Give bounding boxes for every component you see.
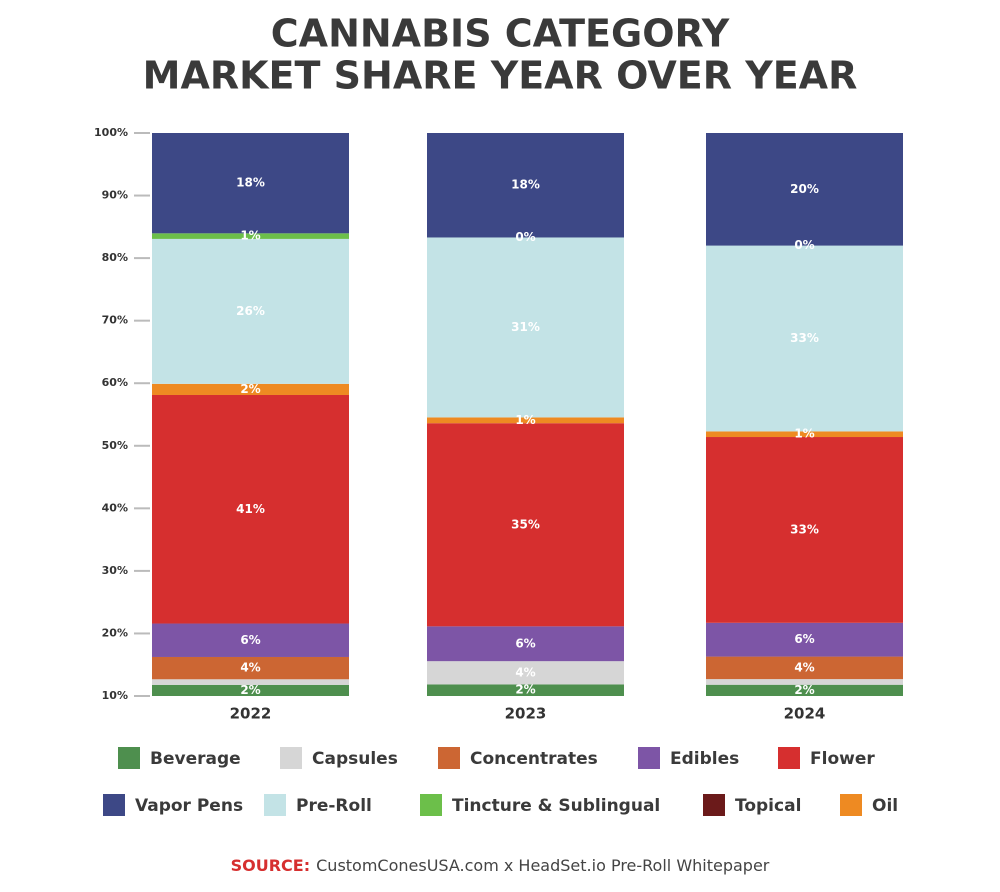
- bar-segment: [427, 133, 624, 238]
- value-label: 1%: [515, 413, 535, 427]
- y-tick-label: 70%: [102, 314, 128, 327]
- bar-segment: [427, 237, 624, 418]
- bar-segment: [427, 423, 624, 627]
- legend-swatch: [264, 794, 286, 816]
- legend-label: Edibles: [670, 749, 739, 769]
- legend-swatch: [420, 794, 442, 816]
- y-tick-label: 20%: [102, 626, 128, 639]
- chart-title: MARKET SHARE YEAR OVER YEAR: [143, 54, 858, 98]
- bar-segment: [152, 394, 349, 624]
- value-label: 1%: [794, 427, 814, 441]
- y-tick-label: 30%: [102, 564, 128, 577]
- bar-segment: [152, 133, 349, 234]
- value-label: 1%: [240, 229, 260, 243]
- value-label: 33%: [790, 331, 819, 345]
- value-label: 35%: [511, 517, 540, 531]
- value-label: 2%: [240, 382, 260, 396]
- legend-swatch: [438, 747, 460, 769]
- value-label: 4%: [794, 660, 814, 674]
- value-label: 6%: [794, 632, 814, 646]
- legend-label: Beverage: [150, 749, 241, 769]
- bar-segment: [706, 431, 903, 438]
- bar-segment: [152, 656, 349, 680]
- value-label: 33%: [790, 522, 819, 536]
- bar-segment: [152, 679, 349, 685]
- bar-segment: [152, 383, 349, 395]
- x-tick-label: 2023: [505, 705, 547, 723]
- value-label: 31%: [511, 320, 540, 334]
- legend-label: Tincture & Sublingual: [452, 796, 660, 816]
- y-tick-label: 10%: [102, 689, 128, 702]
- source-label: SOURCE:: [231, 856, 311, 875]
- y-tick-label: 80%: [102, 251, 128, 264]
- bar-segment: [152, 233, 349, 239]
- y-tick-label: 60%: [102, 376, 128, 389]
- legend-label: Vapor Pens: [135, 796, 243, 816]
- legend-swatch: [638, 747, 660, 769]
- y-tick-label: 40%: [102, 501, 128, 514]
- value-label: 0%: [794, 238, 814, 252]
- value-label: 18%: [236, 176, 265, 190]
- chart-title: CANNABIS CATEGORY: [271, 12, 730, 56]
- legend-swatch: [840, 794, 862, 816]
- bar-segment: [152, 623, 349, 657]
- y-tick-label: 90%: [102, 189, 128, 202]
- value-label: 2%: [794, 683, 814, 697]
- bar-segment: [152, 238, 349, 384]
- value-label: 6%: [515, 636, 535, 650]
- legend-label: Pre-Roll: [296, 796, 372, 816]
- bar-segment: [706, 684, 903, 696]
- legend-label: Topical: [735, 796, 801, 816]
- source: SOURCE: CustomConesUSA.com x HeadSet.io P…: [231, 856, 770, 875]
- bar-segment: [706, 245, 903, 432]
- source-text: CustomConesUSA.com x HeadSet.io Pre-Roll…: [316, 856, 770, 875]
- bar-segment: [706, 437, 903, 623]
- value-label: 41%: [236, 502, 265, 516]
- legend-label: Concentrates: [470, 749, 598, 769]
- bar-segment: [427, 417, 624, 424]
- legend-swatch: [778, 747, 800, 769]
- y-tick-label: 100%: [94, 126, 128, 139]
- bar-segment: [706, 656, 903, 680]
- value-label: 2%: [515, 683, 535, 697]
- value-label: 18%: [511, 178, 540, 192]
- value-label: 6%: [240, 633, 260, 647]
- bar-segment: [427, 661, 624, 685]
- legend-swatch: [280, 747, 302, 769]
- bar-segment: [427, 684, 624, 696]
- bar-segment: [427, 626, 624, 662]
- legend-label: Flower: [810, 749, 875, 769]
- y-tick-label: 50%: [102, 439, 128, 452]
- x-tick-label: 2024: [784, 705, 826, 723]
- legend-swatch: [103, 794, 125, 816]
- bar-segment: [706, 622, 903, 657]
- legend-label: Oil: [872, 796, 898, 816]
- value-label: 26%: [236, 304, 265, 318]
- value-label: 2%: [240, 683, 260, 697]
- value-label: 4%: [515, 665, 535, 679]
- x-tick-label: 2022: [230, 705, 272, 723]
- bar-segment: [706, 133, 903, 246]
- legend-swatch: [703, 794, 725, 816]
- value-label: 20%: [790, 182, 819, 196]
- value-label: 0%: [515, 230, 535, 244]
- legend-label: Capsules: [312, 749, 398, 769]
- bar-segment: [706, 679, 903, 685]
- bar-segment: [152, 684, 349, 696]
- legend-swatch: [118, 747, 140, 769]
- value-label: 4%: [240, 661, 260, 675]
